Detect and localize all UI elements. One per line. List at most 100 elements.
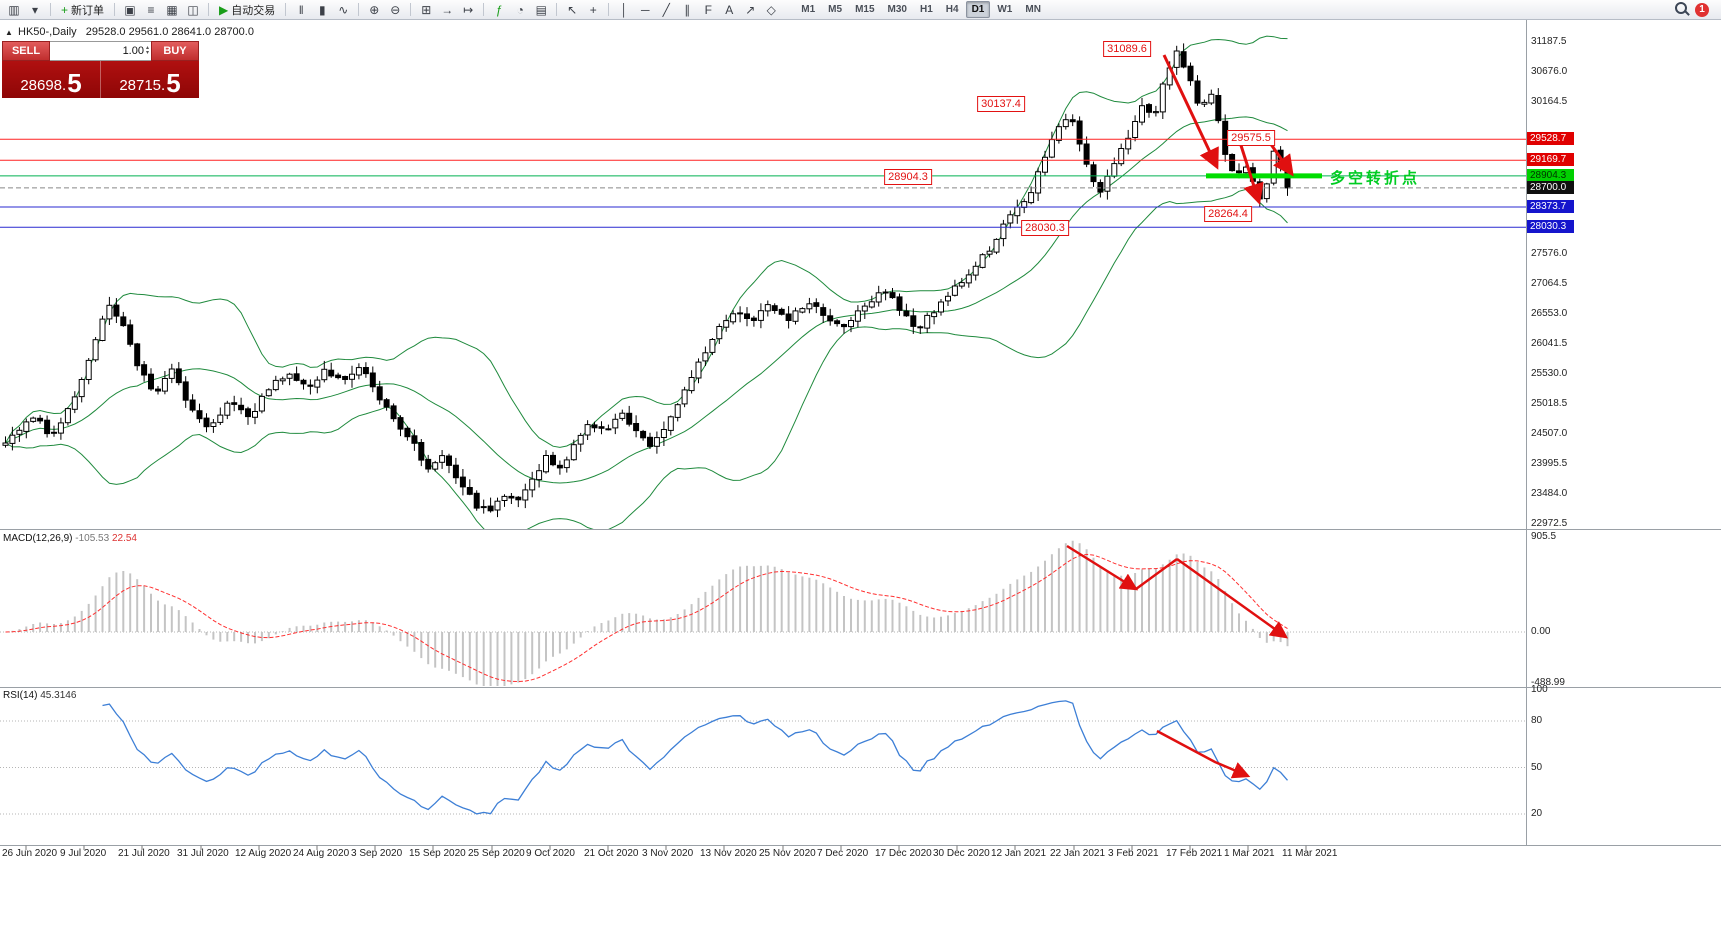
tile-windows-button[interactable]: ⊞ [416, 1, 436, 19]
chart-dropdown-button[interactable]: ▾ [25, 1, 45, 19]
rsi-scale-label: 20 [1531, 808, 1543, 819]
line-chart-button[interactable]: ∿ [333, 1, 353, 19]
time-axis-label: 3 Feb 2021 [1108, 848, 1159, 859]
market-watch-button[interactable]: ≡ [141, 1, 161, 19]
timeframe-d1-button[interactable]: D1 [965, 1, 991, 18]
price-annotation[interactable]: 28264.4 [1204, 206, 1252, 222]
notification-badge[interactable]: 1 [1695, 2, 1709, 17]
zoom-out-icon: ⊖ [390, 2, 401, 17]
data-window-button[interactable]: ▦ [162, 1, 182, 19]
shapes-button[interactable]: ◇ [761, 1, 781, 19]
timeframe-h4-button[interactable]: H4 [945, 4, 959, 15]
macd-signal-value: 22.54 [111, 533, 137, 544]
turning-point-callout[interactable]: 多空转折点 [1330, 170, 1421, 187]
templates-icon: ▤ [535, 2, 547, 17]
indicators-icon: ƒ [495, 2, 503, 17]
chart-shift-button[interactable]: ↦ [458, 1, 478, 19]
new-order-button[interactable]: + 新订单 [56, 1, 109, 19]
cursor-button[interactable]: ↖ [562, 1, 582, 19]
price-annotation[interactable]: 29575.5 [1227, 130, 1275, 146]
volume-decrease-button[interactable]: ▾ [145, 50, 149, 56]
profiles-button[interactable]: ▣ [120, 1, 140, 19]
indicators-button[interactable]: ƒ [489, 1, 509, 19]
cursor-icon: ↖ [567, 2, 578, 17]
shapes-icon: ◇ [766, 2, 776, 17]
navigator-button[interactable]: ◫ [183, 1, 203, 19]
auto-scroll-icon: → [441, 2, 454, 17]
buy-price[interactable]: 28715. 5 [100, 61, 199, 98]
time-axis-label: 31 Jul 2020 [177, 848, 229, 859]
trendline-button[interactable]: ╱ [656, 1, 676, 19]
buy-button[interactable]: BUY [151, 41, 199, 61]
time-axis-label: 3 Sep 2020 [351, 848, 403, 859]
channel-button[interactable]: ∥ [677, 1, 697, 19]
price-annotation[interactable]: 28030.3 [1021, 220, 1069, 236]
zoom-out-button[interactable]: ⊖ [385, 1, 405, 19]
time-axis-label: 21 Jul 2020 [118, 848, 170, 859]
sell-price[interactable]: 28698. 5 [2, 61, 100, 98]
price-annotation[interactable]: 30137.4 [977, 96, 1025, 112]
volume-field[interactable]: 1.00 ▴ ▾ [50, 41, 151, 61]
new-order-button-label: 新订单 [71, 4, 105, 17]
sell-price-main: 28698. [20, 77, 67, 94]
horizontal-line-button[interactable]: ─ [635, 1, 655, 19]
crosshair-button[interactable]: + [583, 1, 603, 19]
price-level-box: 28030.3 [1527, 220, 1574, 233]
vertical-line-icon: │ [620, 2, 629, 17]
candlestick-chart-button[interactable]: ▮ [312, 1, 332, 19]
chart-ohlc-values: 29528.0 29561.0 28641.0 28700.0 [85, 26, 254, 38]
arrow-tool-button[interactable]: ↗ [740, 1, 760, 19]
timeframe-m30-button[interactable]: M30 [887, 4, 907, 15]
vertical-line-button[interactable]: │ [614, 1, 634, 19]
text-tool-icon: A [725, 2, 734, 17]
toolbar-separator [410, 3, 412, 16]
text-tool-button[interactable]: A [719, 1, 739, 19]
navigator-icon: ◫ [187, 2, 199, 17]
price-scale-label: 26553.0 [1531, 308, 1568, 319]
timeframe-m15-button[interactable]: M15 [855, 4, 875, 15]
macd-scale-label: -488.99 [1531, 677, 1565, 688]
time-axis-label: 15 Sep 2020 [409, 848, 466, 859]
volume-value[interactable]: 1.00 [122, 45, 144, 57]
buy-price-main: 28715. [119, 77, 166, 94]
price-scale-label: 25018.5 [1531, 398, 1568, 409]
timeframe-m5-button[interactable]: M5 [828, 4, 843, 15]
chart-title: HK50-,Daily 29528.0 29561.0 28641.0 2870… [18, 26, 254, 38]
time-axis-label: 12 Jan 2021 [991, 848, 1047, 859]
macd-scale-label: 905.5 [1531, 531, 1557, 542]
new-chart-button[interactable]: ▥ [4, 1, 24, 19]
price-annotation[interactable]: 31089.6 [1103, 41, 1151, 57]
auto-scroll-button[interactable]: → [437, 1, 457, 19]
periods-button[interactable]: ◔ [510, 1, 530, 19]
rsi-label: RSI(14) 45.3146 [3, 690, 76, 701]
macd-main-value: -105.53 [75, 533, 110, 544]
horizontal-line-icon: ─ [640, 2, 650, 17]
macd-label: MACD(12,26,9) -105.53 22.54 [3, 533, 137, 544]
zoom-in-button[interactable]: ⊕ [364, 1, 384, 19]
timeframe-w1-button[interactable]: W1 [997, 4, 1013, 15]
auto-trading-button[interactable]: ▶ 自动交易 [214, 1, 280, 19]
price-scale-label: 23484.0 [1531, 488, 1568, 499]
toolbar-separator [114, 3, 116, 16]
one-click-prices-row: 28698. 5 28715. 5 [2, 61, 199, 98]
arrow-tool-icon: ↗ [745, 2, 756, 17]
price-annotation[interactable]: 28904.3 [884, 169, 932, 185]
toolbar-buttons: ▥ ▾ + 新订单 ▣ ≡ ▦ ◫ ▶ 自动交易 ‖ ▮ ∿ ⊕ ⊖ ⊞ → ↦ ƒ ◔ ▤ ↖ + │ ─ ╱ ∥ F A ↗ ◇ [4, 1, 781, 19]
price-level-box: 29169.7 [1527, 153, 1574, 166]
one-click-collapse-arrow[interactable]: ▲ [5, 28, 13, 37]
timeframe-mn-button[interactable]: MN [1025, 4, 1041, 15]
volume-increase-button[interactable]: ▴ [145, 45, 149, 51]
timeframe-m1-button[interactable]: M1 [801, 4, 816, 15]
timeframe-h1-button[interactable]: H1 [919, 4, 933, 15]
toolbar-separator [285, 3, 287, 16]
profiles-icon: ▣ [124, 2, 136, 17]
bar-chart-button[interactable]: ‖ [291, 1, 311, 19]
search-icon[interactable] [1675, 1, 1687, 19]
sell-button[interactable]: SELL [2, 41, 50, 61]
templates-button[interactable]: ▤ [531, 1, 551, 19]
one-click-trading-panel: SELL 1.00 ▴ ▾ BUY 28698. 5 28715. 5 [2, 41, 199, 98]
time-axis-label: 25 Sep 2020 [468, 848, 525, 859]
fibonacci-button[interactable]: F [698, 1, 718, 19]
